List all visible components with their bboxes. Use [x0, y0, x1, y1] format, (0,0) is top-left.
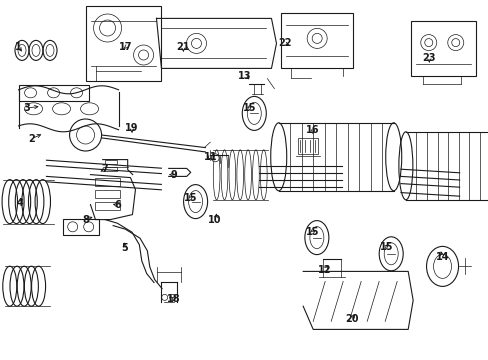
Bar [298, 138, 317, 154]
Text: 8: 8 [82, 215, 89, 225]
Text: 14: 14 [435, 252, 448, 262]
Text: 3: 3 [23, 103, 30, 113]
Text: 11: 11 [203, 152, 217, 162]
Bar [95, 202, 120, 210]
Text: 2: 2 [28, 134, 35, 144]
Text: 15: 15 [242, 103, 256, 113]
Text: 20: 20 [345, 314, 358, 324]
Text: 19: 19 [125, 123, 139, 133]
Text: 15: 15 [183, 193, 197, 203]
Bar [19, 85, 88, 101]
Text: 17: 17 [119, 42, 133, 52]
Text: 18: 18 [166, 294, 180, 304]
Text: 6: 6 [114, 200, 121, 210]
Text: 23: 23 [422, 53, 435, 63]
Text: 22: 22 [277, 38, 291, 48]
Text: 12: 12 [318, 265, 331, 275]
Bar [95, 190, 120, 198]
Text: 4: 4 [16, 198, 23, 208]
Text: 15: 15 [305, 227, 319, 237]
Text: 10: 10 [208, 215, 222, 225]
Text: 9: 9 [170, 170, 177, 180]
Bar [104, 159, 117, 163]
Bar [281, 13, 352, 68]
Bar [95, 177, 120, 186]
Text: 1: 1 [15, 42, 22, 52]
Bar [85, 6, 160, 81]
Text: 13: 13 [237, 71, 251, 81]
Bar [62, 219, 99, 235]
Bar [410, 21, 475, 76]
Text: 16: 16 [305, 125, 319, 135]
Text: 21: 21 [176, 42, 190, 52]
Text: 5: 5 [121, 243, 128, 253]
Text: 15: 15 [379, 242, 392, 252]
Text: 7: 7 [102, 164, 108, 174]
Bar [104, 167, 117, 171]
